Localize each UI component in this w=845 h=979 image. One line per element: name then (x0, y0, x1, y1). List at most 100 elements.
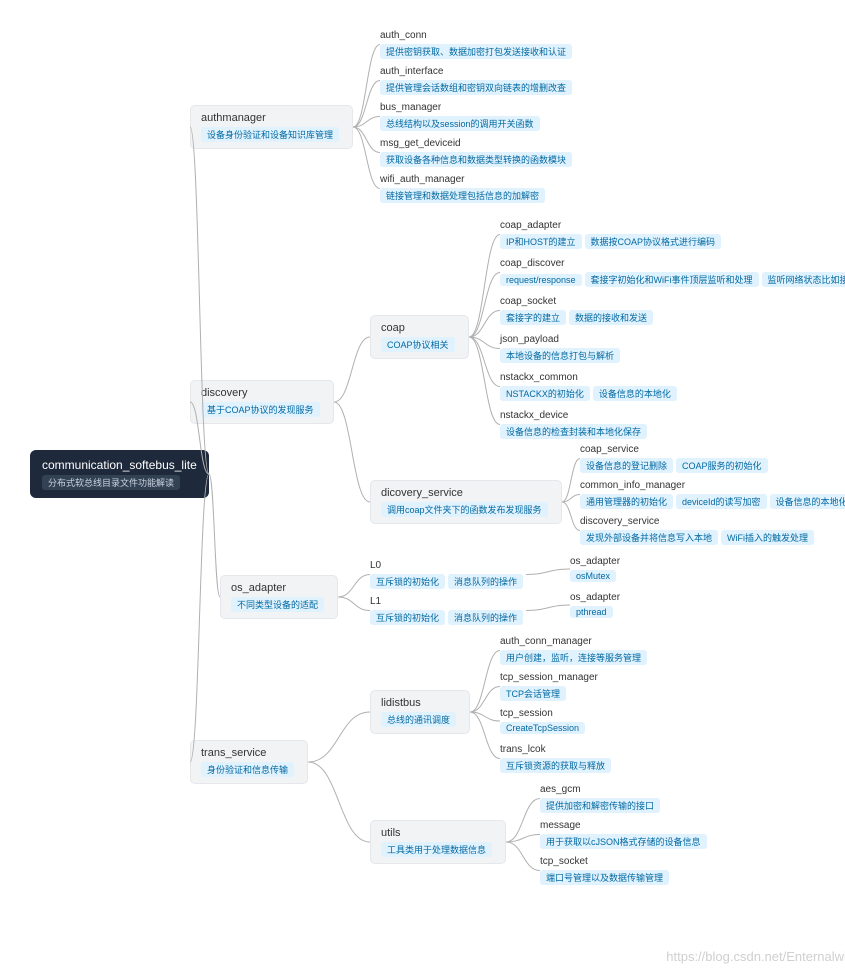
node-tag: 设备信息的本地化和链表的操作函数 (770, 494, 845, 509)
node-title: msg_get_deviceid (380, 138, 575, 149)
node-title: coap_socket (500, 296, 656, 307)
node-n15: wifi_auth_manager链接管理和数据处理包括信息的加解密 (380, 174, 548, 203)
node-n222: common_info_manager通用管理器的初始化deviceId的读写加… (580, 480, 845, 509)
node-tag: 通用管理器的初始化 (580, 494, 673, 509)
node-n21: coap COAP协议相关 (370, 315, 469, 359)
node-title: tcp_socket (540, 856, 672, 867)
node-tag: 获取设备各种信息和数据类型转换的函数模块 (380, 152, 572, 167)
node-tag: request/response (500, 274, 582, 286)
node-n414: trans_lcok互斥锁资源的获取与释放 (500, 744, 614, 773)
node-title: communication_softebus_lite (42, 458, 197, 472)
node-title: tcp_session_manager (500, 672, 598, 683)
node-title: utils (381, 827, 495, 839)
node-tag: IP和HOST的建立 (500, 234, 582, 249)
node-tag: 消息队列的操作 (448, 610, 523, 625)
node-n214: json_payload本地设备的信息打包与解析 (500, 334, 623, 363)
node-n0: communication_softebus_lite 分布式软总线目录文件功能解… (30, 450, 209, 498)
node-n2: discovery 基于COAP协议的发现服务 (190, 380, 334, 424)
node-tag: 总线结构以及session的调用开关函数 (380, 116, 540, 131)
node-title: bus_manager (380, 102, 543, 113)
node-tag: 提供管理会话数组和密钥双向链表的增删改查 (380, 80, 572, 95)
node-tag: 套接字的建立 (500, 310, 566, 325)
node-title: auth_conn (380, 30, 575, 41)
node-tag: 设备身份验证和设备知识库管理 (201, 127, 339, 142)
node-tag: TCP会话管理 (500, 686, 566, 701)
node-n411: auth_conn_manager用户创建，监听，连接等服务管理 (500, 636, 650, 665)
node-n12: auth_interface 提供管理会话数组和密钥双向链表的增删改查 (380, 66, 575, 95)
node-tag: 互斥锁的初始化 (370, 574, 445, 589)
node-n412: tcp_session_manager TCP会话管理 (500, 672, 598, 701)
node-title: tcp_session (500, 708, 588, 719)
node-title: coap_discover (500, 258, 845, 269)
node-tag: 数据的接收和发送 (569, 310, 653, 325)
node-title: os_adapter (231, 582, 327, 594)
node-n41: lidistbus 总线的通讯调度 (370, 690, 470, 734)
node-tag: WiFi插入的触发处理 (721, 530, 814, 545)
node-n212: coap_discover request/response套接字初始化和WiFi… (500, 258, 845, 287)
node-title: aes_gcm (540, 784, 663, 795)
node-title: dicovery_service (381, 487, 551, 499)
node-tag: 数据按COAP协议格式进行编码 (585, 234, 722, 249)
node-n211: coap_adapter IP和HOST的建立数据按COAP协议格式进行编码 (500, 220, 724, 249)
node-tag: 工具类用于处理数据信息 (381, 842, 492, 857)
node-tag: COAP协议相关 (381, 337, 455, 352)
node-title: lidistbus (381, 697, 459, 709)
node-n423: tcp_socket 端口号管理以及数据传输管理 (540, 856, 672, 885)
node-tag: CreateTcpSession (500, 722, 585, 734)
node-tag: 监听网络状态比如接口和IP (762, 272, 845, 287)
node-title: auth_interface (380, 66, 575, 77)
node-title: nstackx_common (500, 372, 680, 383)
node-tag: 链接管理和数据处理包括信息的加解密 (380, 188, 545, 203)
node-title: L1 (370, 596, 526, 607)
node-title: coap_service (580, 444, 771, 455)
node-tag: 互斥锁的初始化 (370, 610, 445, 625)
node-n3: os_adapter 不同类型设备的适配 (220, 575, 338, 619)
node-n213: coap_socket 套接字的建立数据的接收和发送 (500, 296, 656, 325)
node-title: discovery (201, 387, 323, 399)
node-title: nstackx_device (500, 410, 650, 421)
node-n421: aes_gcm 提供加密和解密传输的接口 (540, 784, 663, 813)
node-n223: discovery_service 发现外部设备并将信息写入本地WiFi插入的触发… (580, 516, 817, 545)
node-tag: osMutex (570, 570, 616, 582)
node-n321: os_adapterpthread (570, 592, 620, 618)
node-tag: deviceId的读写加密 (676, 494, 767, 509)
node-tag: 发现外部设备并将信息写入本地 (580, 530, 718, 545)
node-n31: L0 互斥锁的初始化消息队列的操作 (370, 560, 526, 589)
node-tag: 总线的通讯调度 (381, 712, 456, 727)
node-tag: NSTACKX的初始化 (500, 386, 590, 401)
node-tag: 端口号管理以及数据传输管理 (540, 870, 669, 885)
node-tag: 设备信息的检查封装和本地化保存 (500, 424, 647, 439)
node-title: message (540, 820, 710, 831)
node-n311: os_adapter osMutex (570, 556, 620, 582)
node-tag: 提供加密和解密传输的接口 (540, 798, 660, 813)
node-n11: auth_conn 提供密钥获取、数据加密打包发送接收和认证 (380, 30, 575, 59)
node-tag: 设备信息的本地化 (593, 386, 677, 401)
node-tag: 调用coap文件夹下的函数发布发现服务 (381, 502, 548, 517)
node-title: discovery_service (580, 516, 817, 527)
node-n216: nstackx_device 设备信息的检查封装和本地化保存 (500, 410, 650, 439)
node-tag: 套接字初始化和WiFi事件顶层监听和处理 (585, 272, 759, 287)
node-tag: 基于COAP协议的发现服务 (201, 402, 320, 417)
node-n422: message 用于获取以cJSON格式存储的设备信息 (540, 820, 710, 849)
node-n13: bus_manager 总线结构以及session的调用开关函数 (380, 102, 543, 131)
node-tag: 设备信息的登记删除 (580, 458, 673, 473)
node-n22: dicovery_service 调用coap文件夹下的函数发布发现服务 (370, 480, 562, 524)
node-tag: 消息队列的操作 (448, 574, 523, 589)
node-tag: 提供密钥获取、数据加密打包发送接收和认证 (380, 44, 572, 59)
node-n221: coap_service设备信息的登记删除COAP服务的初始化 (580, 444, 771, 473)
node-tag: 本地设备的信息打包与解析 (500, 348, 620, 363)
node-title: coap_adapter (500, 220, 724, 231)
node-tag: 互斥锁资源的获取与释放 (500, 758, 611, 773)
node-title: os_adapter (570, 556, 620, 567)
watermark: https://blog.csdn.net/Enternalwiser (666, 949, 845, 964)
node-tag: 用于获取以cJSON格式存储的设备信息 (540, 834, 707, 849)
node-n42: utils 工具类用于处理数据信息 (370, 820, 506, 864)
node-title: trans_service (201, 747, 297, 759)
node-n413: tcp_session CreateTcpSession (500, 708, 588, 734)
node-tag: 不同类型设备的适配 (231, 597, 324, 612)
node-title: coap (381, 322, 458, 334)
node-title: L0 (370, 560, 526, 571)
node-tag: 分布式软总线目录文件功能解读 (42, 475, 180, 490)
node-n1: authmanager设备身份验证和设备知识库管理 (190, 105, 353, 149)
node-title: auth_conn_manager (500, 636, 650, 647)
